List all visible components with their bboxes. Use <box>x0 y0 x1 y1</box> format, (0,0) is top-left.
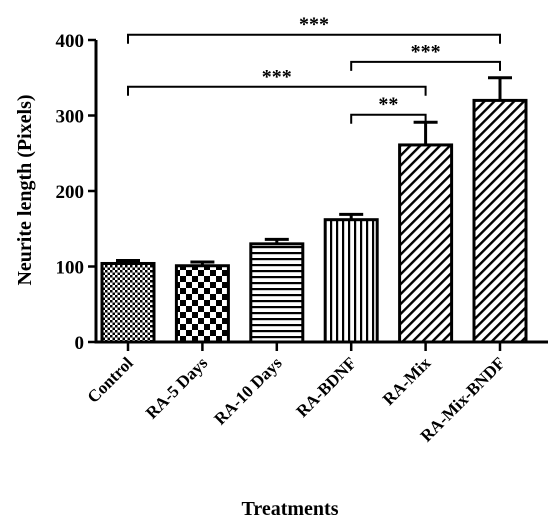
y-tick-label: 200 <box>56 182 85 203</box>
bar <box>323 218 379 344</box>
significance-bracket <box>350 60 501 71</box>
significance-bracket <box>350 113 427 124</box>
y-axis: 0 100 200 300 400 <box>56 31 98 354</box>
significance-label: *** <box>411 41 441 63</box>
significance-bracket <box>127 33 501 44</box>
x-tick-label: RA-Mix <box>379 353 435 409</box>
x-tick-label: RA-10 Days <box>210 353 285 428</box>
y-tick-label: 100 <box>56 258 85 279</box>
significance-bracket <box>127 85 427 96</box>
bar <box>398 143 454 344</box>
bar <box>174 264 230 344</box>
bar <box>100 261 156 344</box>
bar <box>472 98 528 344</box>
significance-label: ** <box>378 94 398 116</box>
significance-label: *** <box>299 14 329 36</box>
bar <box>249 242 305 344</box>
y-axis-title: Neurite length (Pixels) <box>14 94 36 285</box>
error-bars <box>116 76 512 266</box>
y-tick-label: 300 <box>56 107 85 128</box>
significance-label: *** <box>262 66 292 88</box>
x-tick-label: Control <box>84 353 137 406</box>
x-tick-label: RA-BDNF <box>292 353 360 421</box>
bars <box>100 98 528 344</box>
x-tick-label: RA-5 Days <box>142 353 211 422</box>
x-axis-title: Treatments <box>241 498 338 520</box>
significance-brackets: *********** <box>127 14 501 124</box>
y-tick-label: 0 <box>75 333 85 354</box>
y-tick-label: 400 <box>56 31 85 52</box>
x-axis: Control RA-5 Days RA-10 Days RA-BDNF RA-MixR… <box>84 340 548 446</box>
